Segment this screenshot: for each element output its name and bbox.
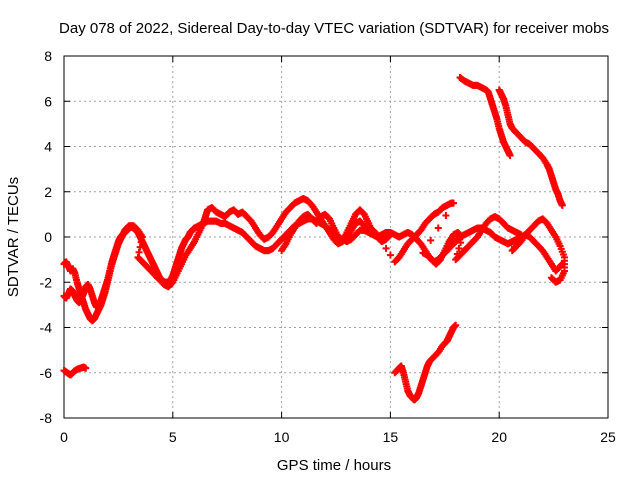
data-point — [434, 224, 442, 232]
series-track-upper-right-a — [456, 73, 514, 160]
data-point — [385, 232, 393, 240]
chart-title: Day 078 of 2022, Sidereal Day-to-day VTE… — [59, 20, 609, 37]
data-point — [386, 231, 394, 239]
data-point — [458, 233, 466, 241]
data-point — [135, 248, 143, 256]
data-point — [378, 238, 386, 246]
data-point — [372, 230, 380, 238]
data-point — [506, 152, 514, 160]
x-tick-label: 10 — [274, 429, 290, 445]
y-tick-label: -2 — [40, 274, 53, 290]
x-tick-label: 5 — [169, 429, 177, 445]
data-point — [549, 275, 557, 283]
data-point — [547, 274, 555, 282]
series-track-upper-right-b — [495, 86, 566, 209]
y-tick-label: -6 — [40, 365, 53, 381]
data-point — [457, 232, 465, 240]
y-axis-tick-labels: -8 -6 -4 -2 0 2 4 6 8 — [40, 48, 53, 426]
x-tick-label: 25 — [600, 429, 616, 445]
data-point — [382, 244, 390, 252]
data-point — [82, 364, 90, 372]
x-axis-title: GPS time / hours — [277, 457, 391, 474]
data-point — [457, 239, 465, 247]
data-point — [450, 199, 458, 207]
y-tick-label: 8 — [44, 48, 52, 64]
series-track-lower-left — [60, 363, 90, 379]
data-point — [452, 321, 460, 329]
series-track-main-c — [278, 199, 568, 286]
series-track-main-b — [60, 195, 394, 311]
x-axis-tick-labels: 0 5 10 15 20 25 — [60, 429, 616, 445]
data-point — [558, 201, 566, 209]
data-point — [373, 231, 381, 239]
y-tick-label: 2 — [44, 184, 52, 200]
y-tick-label: 6 — [44, 93, 52, 109]
plot-frame — [63, 55, 609, 419]
data-point — [442, 212, 450, 220]
y-tick-label: -8 — [40, 410, 53, 426]
data-point — [455, 244, 463, 252]
y-tick-label: 4 — [44, 139, 52, 155]
series-track-lower-mid — [391, 321, 460, 404]
data-points — [60, 73, 568, 404]
x-tick-label: 20 — [491, 429, 507, 445]
y-tick-label: 0 — [44, 229, 52, 245]
data-point — [427, 236, 435, 244]
data-point — [138, 233, 146, 241]
data-point — [386, 251, 394, 259]
y-axis-title: SDTVAR / TECUs — [5, 177, 22, 297]
y-tick-label: -4 — [40, 320, 53, 336]
x-tick-label: 15 — [383, 429, 399, 445]
data-point — [136, 243, 144, 251]
x-tick-label: 0 — [60, 429, 68, 445]
data-point — [137, 238, 145, 246]
